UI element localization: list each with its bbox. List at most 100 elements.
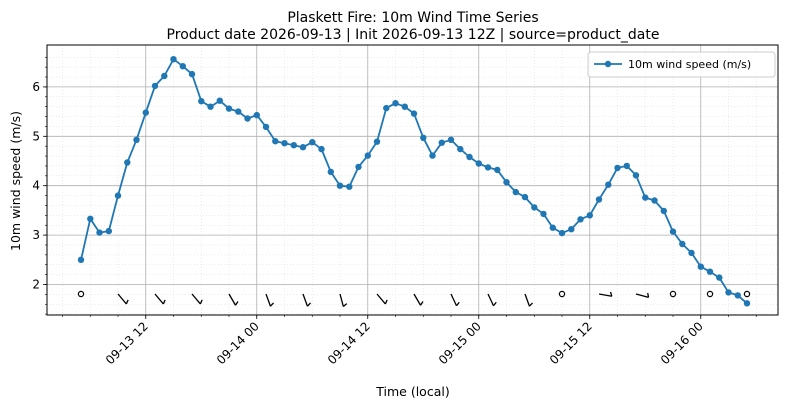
wind-speed-point [660, 207, 667, 215]
x-axis-label: Time (local) [375, 384, 449, 399]
wind-barb-flag [125, 299, 129, 305]
wind-speed-point [457, 145, 464, 153]
wind-barb-flag [609, 291, 613, 297]
wind-barb [339, 293, 348, 308]
wind-speed-point [540, 210, 547, 218]
x-tick-label: 09-13 12 [103, 319, 151, 367]
wind-barb-flag [492, 301, 497, 307]
wind-speed-point [577, 216, 584, 223]
wind-speed-point [290, 142, 297, 149]
wind-speed-point [743, 300, 751, 307]
legend-point-marker [604, 60, 612, 68]
wind-speed-point [170, 56, 177, 63]
chart-subtitle: Product date 2026-09-13 | Init 2026-09-1… [167, 27, 660, 43]
wind-barb [450, 293, 460, 307]
series-layer [77, 56, 751, 307]
wind-speed-point [262, 123, 270, 131]
wind-barb-shaft [376, 293, 386, 305]
y-tick-label: 3 [32, 228, 40, 242]
wind-speed-point [299, 144, 307, 151]
y-tick-label: 2 [32, 278, 40, 292]
wind-speed-point [364, 152, 371, 159]
wind-barb-shaft [154, 293, 164, 305]
chart-title: Plaskett Fire: 10m Wind Time Series [287, 10, 538, 26]
wind-barb [524, 293, 533, 307]
wind-speed-point [475, 160, 482, 167]
wind-barb-shaft [524, 293, 531, 307]
wind-barb-shaft [191, 293, 201, 305]
wind-speed-point [706, 268, 714, 275]
wind-speed-point [568, 226, 575, 233]
wind-barb-calm [669, 290, 677, 298]
wind-speed-point [281, 140, 288, 147]
wind-speed-point [188, 70, 196, 78]
wind-speed-point [549, 224, 556, 231]
wind-speed-point [355, 163, 362, 171]
wind-speed-point [688, 249, 695, 257]
wind-barb [635, 292, 650, 298]
wind-barb [265, 293, 274, 307]
wind-barb [598, 291, 613, 297]
x-tick-label: 09-14 12 [325, 319, 373, 367]
wind-speed-point [346, 183, 353, 190]
x-axis-ticks: 09-13 12 09-14 00 09-14 12 09-15 00 09-15 12… [62, 315, 757, 367]
wind-barb-shaft [598, 293, 612, 297]
wind-speed-point [235, 108, 242, 115]
wind-speed-point [105, 227, 113, 235]
wind-speed-line [80, 58, 748, 304]
y-tick-label: 6 [32, 80, 40, 94]
wind-speed-point [161, 72, 168, 80]
wind-speed-point [429, 152, 436, 159]
wind-speed-point [632, 172, 640, 179]
wind-speed-point [512, 188, 519, 196]
wind-speed-point [133, 136, 140, 143]
wind-barb [302, 293, 311, 307]
wind-speed-point [179, 62, 186, 70]
wind-speed-point [392, 100, 399, 107]
wind-speed-point [614, 164, 621, 172]
wind-speed-point [77, 256, 85, 263]
wind-speed-point [336, 182, 344, 189]
wind-speed-point [225, 105, 233, 112]
wind-speed-point [531, 204, 538, 211]
wind-speed-point [309, 139, 316, 146]
wind-speed-point [697, 263, 704, 270]
wind-speed-point [207, 103, 214, 110]
wind-speed-point [318, 145, 325, 153]
wind-speed-point [142, 109, 149, 116]
wind-speed-point [716, 274, 723, 281]
wind-barb-shaft [117, 293, 127, 305]
wind-speed-point [420, 134, 427, 141]
wind-speed-point [558, 229, 566, 237]
wind-speed-point [484, 164, 492, 171]
wind-barb-calm [706, 290, 714, 298]
wind-speed-point [605, 181, 612, 188]
wind-speed-point [466, 153, 473, 161]
wind-speed-point [438, 139, 445, 146]
wind-speed-point [401, 103, 408, 110]
wind-speed-point [151, 82, 159, 90]
wind-barb-shaft [265, 293, 272, 307]
wind-barb [117, 293, 129, 305]
wind-barb-calm [743, 290, 751, 298]
wind-barb [191, 293, 203, 305]
y-tick-label: 4 [32, 179, 40, 193]
wind-speed-point [198, 98, 205, 105]
wind-speed-point [734, 292, 741, 299]
wind-barb-shaft [339, 293, 344, 307]
wind-barb-flag [647, 292, 650, 298]
wind-barb [413, 293, 424, 306]
plot-frame [46, 44, 779, 316]
wind-barb [154, 293, 166, 305]
wind-speed-point [272, 138, 279, 145]
wind-speed-point [114, 192, 122, 199]
wind-barbs [77, 290, 751, 308]
wind-speed-point [521, 193, 529, 201]
legend-box [587, 51, 776, 78]
legend: 10m wind speed (m/s) [587, 51, 776, 78]
wind-barb-shaft [302, 293, 309, 307]
wind-speed-point [124, 159, 131, 166]
x-tick-label: 09-14 00 [214, 319, 262, 367]
wind-speed-point [503, 179, 510, 186]
